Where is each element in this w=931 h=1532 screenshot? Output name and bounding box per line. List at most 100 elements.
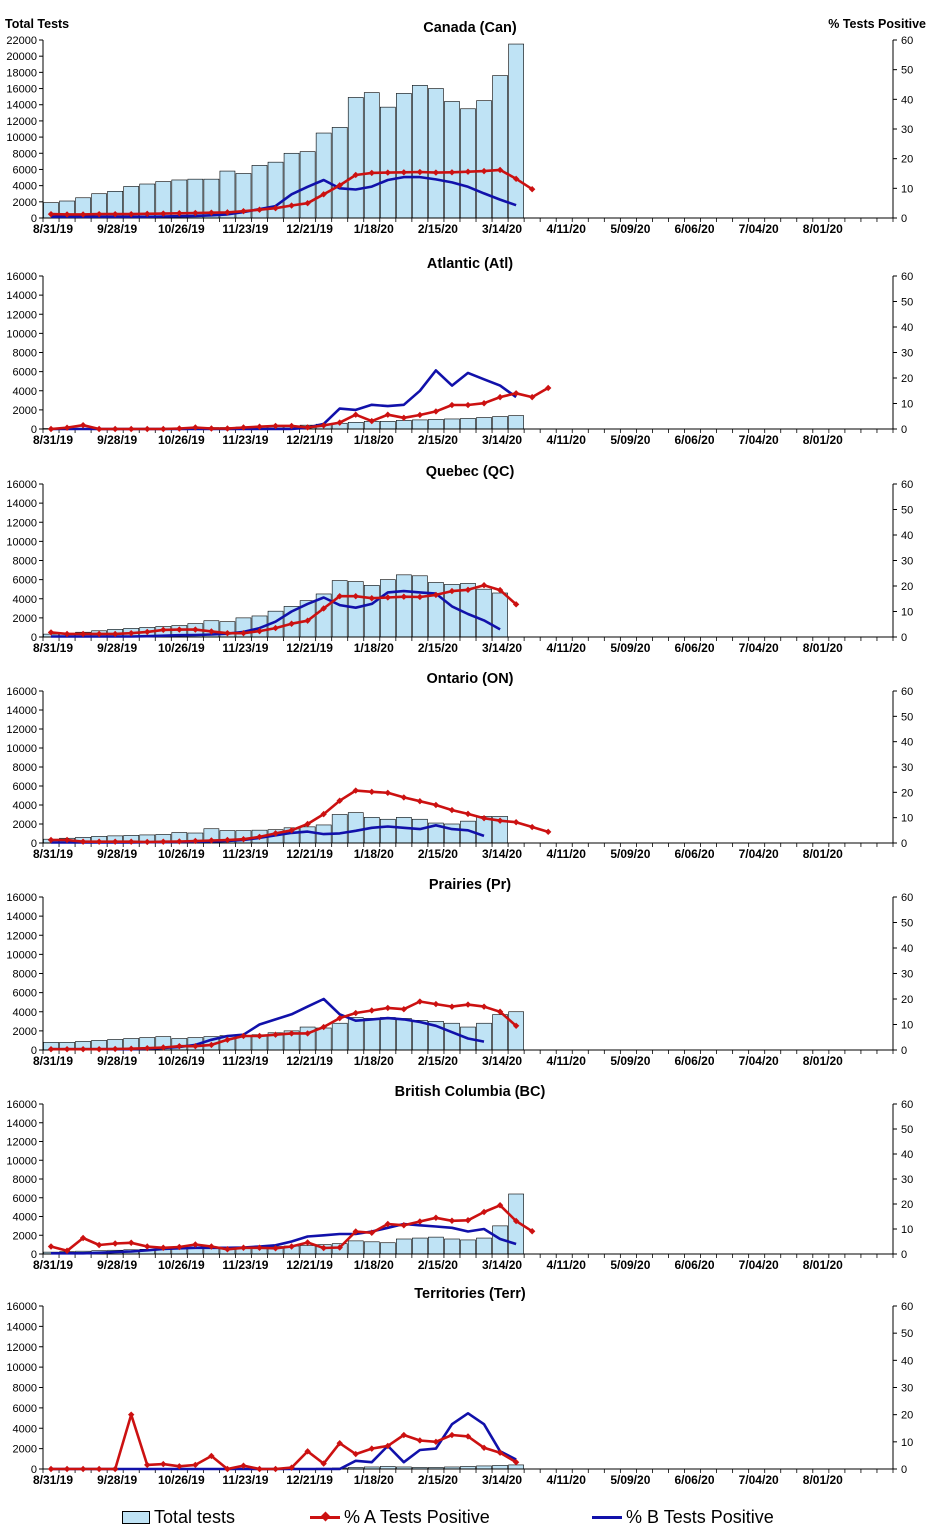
y-tick-label: 0 [31, 1464, 37, 1476]
marker-pct-a [208, 837, 215, 844]
bar-total-tests [379, 421, 396, 430]
x-tick-label: 8/31/19 [33, 1473, 73, 1487]
marker-pct-a [512, 819, 520, 826]
y2-tick-label: 20 [901, 787, 913, 799]
marker-pct-a [448, 1003, 456, 1010]
y2-tick-label: 40 [901, 943, 913, 955]
y2-tick-label: 10 [901, 399, 913, 411]
x-tick-label: 12/21/19 [286, 433, 333, 447]
x-tick-label: 8/01/20 [803, 1054, 843, 1068]
x-tick-label: 10/26/19 [158, 1473, 205, 1487]
y-tick-label: 2000 [13, 819, 37, 831]
x-tick-label: 5/09/20 [610, 847, 650, 861]
y-tick-label: 14000 [6, 498, 37, 510]
bar-total-tests [331, 127, 348, 219]
bar-total-tests [460, 418, 476, 430]
bar-total-tests [363, 1018, 380, 1051]
x-tick-label: 10/26/19 [158, 1054, 205, 1068]
y-tick-label: 8000 [13, 148, 37, 160]
marker-pct-a [496, 586, 504, 594]
x-tick-label: 2/15/20 [418, 847, 458, 861]
panel-title: Territories (Terr) [414, 1286, 526, 1302]
marker-pct-a [256, 423, 263, 430]
marker-pct-a [368, 169, 375, 177]
series-line-pct-b [51, 1222, 517, 1255]
marker-pct-a [416, 1437, 424, 1444]
y-tick-label: 6000 [13, 781, 37, 793]
marker-pct-a [224, 1036, 231, 1043]
y-tick-label: 10000 [6, 328, 37, 340]
marker-pct-a [544, 384, 552, 392]
legend-label-total-tests: Total tests [154, 1506, 236, 1527]
marker-pct-a [192, 837, 199, 845]
marker-pct-a [336, 182, 343, 189]
marker-pct-a [240, 1462, 247, 1469]
y2-tick-label: 0 [901, 838, 907, 850]
y2-tick-label: 30 [901, 556, 913, 568]
marker-pct-a [63, 630, 71, 638]
y-tick-label: 16000 [6, 892, 37, 904]
y2-tick-label: 20 [901, 1199, 913, 1211]
bar-total-tests [492, 592, 508, 638]
x-tick-label: 5/09/20 [610, 433, 650, 447]
marker-pct-a [79, 630, 87, 638]
x-tick-label: 8/31/19 [33, 222, 73, 236]
y2-tick-label: 10 [901, 1020, 913, 1032]
y-tick-label: 4000 [13, 386, 37, 398]
marker-pct-a [224, 629, 231, 637]
y2-tick-label: 50 [901, 711, 913, 723]
marker-pct-a [95, 1046, 103, 1053]
marker-pct-a [464, 1433, 472, 1440]
y-tick-label: 2000 [13, 1230, 37, 1242]
marker-pct-a [160, 1460, 167, 1468]
y2-tick-label: 50 [901, 1124, 913, 1136]
x-tick-label: 7/04/20 [739, 222, 779, 236]
marker-pct-a [432, 169, 440, 176]
legend-line-b-swatch [592, 1515, 622, 1519]
marker-pct-a [176, 1243, 183, 1251]
bar-total-tests [428, 88, 444, 219]
y-tick-label: 0 [31, 1249, 37, 1261]
y2-tick-label: 60 [901, 1099, 913, 1111]
marker-pct-a [95, 1465, 103, 1473]
y-tick-label: 0 [31, 424, 37, 436]
marker-pct-a [320, 1023, 327, 1031]
marker-pct-a [496, 1202, 504, 1209]
marker-pct-a [416, 798, 424, 805]
marker-pct-a [224, 425, 231, 432]
y-tick-label: 8000 [13, 762, 37, 774]
marker-pct-a [240, 1244, 247, 1251]
y-tick-label: 12000 [6, 517, 37, 529]
marker-pct-a [480, 1003, 488, 1010]
bar-total-tests [476, 100, 492, 219]
marker-pct-a [224, 836, 231, 844]
marker-pct-a [144, 210, 151, 218]
y-tick-label: 6000 [13, 367, 37, 379]
y2-tick-label: 0 [901, 1045, 907, 1057]
marker-pct-a [384, 789, 392, 797]
marker-pct-a [512, 390, 520, 397]
legend-label-pct-a: % A Tests Positive [344, 1506, 490, 1527]
marker-pct-a [144, 1461, 151, 1469]
marker-pct-a [47, 425, 55, 433]
y-tick-label: 14000 [6, 1118, 37, 1130]
marker-pct-a [144, 838, 151, 846]
marker-pct-a [128, 838, 135, 845]
marker-pct-a [160, 425, 167, 433]
x-tick-label: 2/15/20 [418, 641, 458, 655]
y-tick-label: 10000 [6, 536, 37, 548]
marker-pct-a [256, 206, 263, 213]
marker-pct-a [272, 1245, 279, 1252]
x-tick-label: 7/04/20 [739, 1054, 779, 1068]
x-tick-label: 3/14/20 [482, 1054, 522, 1068]
bar-total-tests [347, 581, 364, 638]
marker-pct-a [368, 1007, 375, 1014]
bar-total-tests [347, 1017, 364, 1051]
marker-pct-a [304, 617, 311, 624]
marker-pct-a [512, 175, 520, 183]
x-tick-label: 6/06/20 [674, 1473, 714, 1487]
marker-pct-a [47, 1046, 55, 1053]
x-tick-label: 3/14/20 [482, 1473, 522, 1487]
bar-total-tests [315, 132, 332, 219]
marker-pct-a [176, 1042, 183, 1050]
